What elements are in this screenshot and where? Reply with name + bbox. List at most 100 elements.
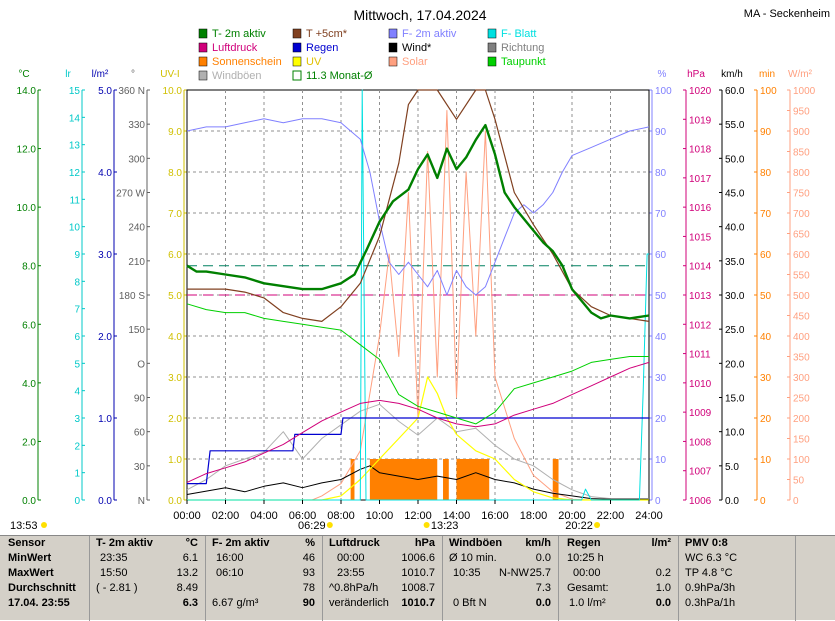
wind-tick-label: 5.0	[725, 462, 739, 473]
solar-tick-label: 500	[793, 291, 810, 302]
x-tick-label: 24:00	[635, 510, 663, 522]
x-tick-label: 18:00	[520, 510, 548, 522]
weather-chart: Mittwoch, 17.04.2024 MA - Seckenheim T- …	[10, 7, 830, 532]
gust-row3-val: 7.3	[535, 582, 551, 594]
solar-tick-label: 550	[793, 271, 810, 282]
solar-unit-label: W/m²	[788, 69, 813, 80]
col-gust: Windböen km/h Ø 10 min. 0.0 10:35 N-NW 25.7 …	[443, 536, 557, 621]
lr-tick-label: 7	[74, 305, 80, 316]
solar-tick-label: 400	[793, 332, 810, 343]
sun-noon-icon	[423, 522, 430, 528]
series-luftdruck	[186, 361, 650, 483]
legend-label: UV	[306, 56, 322, 68]
wind-tick-label: 30.0	[725, 291, 745, 302]
lr-tick-label: 9	[74, 250, 80, 261]
minwert-label: MinWert	[8, 552, 52, 564]
temp-max-val: 13.2	[176, 567, 198, 579]
wind-tick-label: 20.0	[725, 359, 745, 370]
dir-unit-label: °	[131, 69, 135, 80]
lr-tick-label: 1	[74, 469, 80, 480]
hum-current: 90	[302, 597, 315, 609]
legend-label: T +5cm*	[306, 28, 348, 40]
legend-swatch	[487, 28, 497, 39]
x-tick-label: 12:00	[404, 510, 432, 522]
wind-tick-label: 50.0	[725, 154, 745, 165]
min-tick-label: 50	[760, 291, 772, 302]
press-avg-val: 1008.7	[401, 582, 435, 594]
rain-r1-time: 10:25 h	[567, 552, 604, 564]
legend-swatch	[198, 42, 208, 53]
solar-tick-label: 600	[793, 250, 810, 261]
uv-tick-label: 2.0	[168, 414, 182, 425]
legend-swatch	[388, 56, 398, 67]
uv-tick-label: 9.0	[168, 127, 182, 138]
wind-tick-label: 55.0	[725, 120, 745, 131]
sun-events: 13:53 06:29 13:23 20:22	[10, 520, 601, 532]
legend-swatch	[487, 56, 497, 67]
rain-r2-val: 0.2	[655, 567, 671, 579]
legend-swatch	[388, 28, 398, 39]
hum-tick-label: 90	[655, 127, 667, 138]
col-humidity: F- 2m aktiv% 16:00 46 06:10 93 78 6.67 g/m…	[206, 536, 321, 621]
rain-tick-label: 1.0	[98, 414, 112, 425]
press-min-val: 1006.6	[401, 552, 435, 564]
gust-row2-val: 25.7	[529, 567, 551, 579]
x-tick-label: 04:00	[250, 510, 278, 522]
gust-current: 0.0	[535, 597, 551, 609]
temp-tick-label: 10.0	[17, 203, 37, 214]
press-tick-label: 1007	[689, 467, 712, 478]
min-tick-label: 100	[760, 86, 777, 97]
col-pressure: Luftdruck hPa 00:00 1006.6 23:55 1010.7 ^0.…	[323, 536, 441, 621]
hum-tick-label: 30	[655, 373, 667, 384]
min-tick-label: 80	[760, 168, 772, 179]
temp-tick-label: 12.0	[17, 145, 37, 156]
col-temp: T- 2m aktiv °C 23:35 6.1 15:50 13.2 ( - 2.8…	[90, 536, 204, 621]
series-wind-	[186, 465, 649, 500]
solar-tick-label: 900	[793, 127, 810, 138]
solar-tick-label: 850	[793, 148, 810, 159]
hum-tick-label: 60	[655, 250, 667, 261]
gust-head: Windböen	[449, 537, 503, 549]
temp-min-time: 23:35	[100, 552, 128, 564]
dir-tick-label: O	[137, 359, 145, 370]
sunshine-bar	[350, 459, 355, 500]
temp-unit-label: °C	[18, 69, 29, 80]
x-tick-label: 14:00	[443, 510, 471, 522]
lr-tick-label: 0	[74, 496, 80, 507]
rain-rate: 1.0 l/m²	[569, 597, 606, 609]
wind-tick-label: 10.0	[725, 428, 745, 439]
pmv-head: PMV 0:8	[685, 537, 728, 549]
solar-tick-label: 150	[793, 435, 810, 446]
rain-head: Regen	[567, 537, 601, 549]
pmv-tp: TP 4.8 °C	[685, 567, 733, 579]
hum-max-val: 93	[302, 567, 315, 579]
legend-label: Taupunkt	[501, 56, 546, 68]
lr-tick-label: 8	[74, 277, 80, 288]
temp-min-val: 6.1	[182, 552, 198, 564]
solar-tick-label: 350	[793, 353, 810, 364]
sunshine-bar	[369, 459, 438, 500]
series-solar	[187, 110, 649, 501]
lr-tick-label: 4	[74, 387, 80, 398]
sun-noon-label: 13:23	[431, 520, 459, 532]
x-tick-label: 16:00	[481, 510, 509, 522]
wind-tick-label: 25.0	[725, 325, 745, 336]
temp-tick-label: 8.0	[22, 262, 36, 273]
uv-tick-label: 5.0	[168, 291, 182, 302]
solar-tick-label: 200	[793, 414, 810, 425]
rain-r3-val: 1.0	[655, 582, 671, 594]
gust-bft: 0 Bft N	[453, 597, 487, 609]
left-axes: 0.02.04.06.08.010.012.014.0°C01234567891…	[17, 69, 187, 507]
press-trend-text: veränderlich	[329, 597, 389, 609]
lr-tick-label: 13	[69, 141, 81, 152]
gust-row1-val: 0.0	[535, 552, 551, 564]
hum-tick-label: 50	[655, 291, 667, 302]
solar-tick-label: 950	[793, 107, 810, 118]
dir-tick-label: 150	[128, 325, 145, 336]
legend-swatch	[198, 56, 208, 67]
legend-label: Richtung	[501, 42, 544, 54]
legend-swatch	[292, 42, 302, 53]
dir-tick-label: 240	[128, 223, 145, 234]
solar-tick-label: 450	[793, 312, 810, 323]
uv-tick-label: 0.0	[168, 496, 182, 507]
